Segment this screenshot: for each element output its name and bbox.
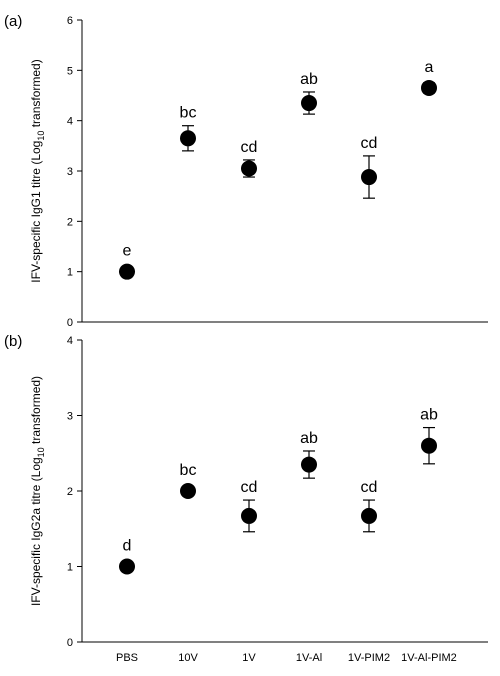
significance-letter: bc <box>180 462 197 479</box>
y-tick-label: 6 <box>67 15 73 27</box>
data-point <box>301 456 317 473</box>
significance-letter: ab <box>420 407 438 424</box>
data-point <box>361 169 377 186</box>
panel-label: (a) <box>4 13 22 30</box>
x-tick-label: 1V-PIM2 <box>348 652 390 664</box>
data-point <box>241 160 257 177</box>
data-point <box>241 507 257 524</box>
x-tick-label: 1V <box>242 652 256 664</box>
significance-letter: ab <box>300 71 318 88</box>
significance-letter: e <box>123 243 132 260</box>
y-axis-label: IFV-specific IgG1 titre (Log10 transform… <box>29 59 46 282</box>
significance-letter: d <box>123 538 132 555</box>
x-tick-label: 1V-Al-PIM2 <box>401 652 457 664</box>
significance-letter: a <box>425 59 434 76</box>
significance-letter: ab <box>300 430 318 447</box>
y-tick-label: 3 <box>67 166 73 178</box>
y-tick-label: 2 <box>67 216 73 228</box>
y-tick-label: 0 <box>67 317 73 329</box>
significance-letter: cd <box>361 135 378 152</box>
significance-letter: cd <box>241 479 258 496</box>
y-tick-label: 4 <box>67 335 73 347</box>
y-tick-label: 5 <box>67 65 73 77</box>
data-point <box>119 263 135 280</box>
panel-b: (b) 0 1 2 3 4 IFV-specific IgG2a titre (Log10 … <box>4 333 488 664</box>
data-point <box>421 437 437 454</box>
significance-letter: cd <box>241 139 258 156</box>
data-point <box>180 130 196 147</box>
x-tick-label: PBS <box>116 652 138 664</box>
panel-a: (a) 0 1 2 3 4 5 6 IFV-specific IgG1 titre (Log10… <box>4 13 488 329</box>
y-tick-label: 1 <box>67 267 73 279</box>
data-point <box>119 558 135 575</box>
y-tick-label: 4 <box>67 116 73 128</box>
y-tick-label: 3 <box>67 411 73 423</box>
y-axis-label: IFV-specific IgG2a titre (Log10 transfor… <box>29 376 46 606</box>
x-tick-label: 1V-Al <box>296 652 322 664</box>
y-tick-label: 0 <box>67 637 73 649</box>
panel-label: (b) <box>4 333 22 350</box>
data-point <box>421 79 437 96</box>
data-point <box>301 95 317 112</box>
data-point <box>180 483 196 499</box>
data-point <box>361 507 377 524</box>
y-tick-label: 1 <box>67 562 73 574</box>
y-tick-label: 2 <box>67 486 73 498</box>
significance-letter: bc <box>180 105 197 122</box>
significance-letter: cd <box>361 479 378 496</box>
x-tick-label: 10V <box>178 652 198 664</box>
